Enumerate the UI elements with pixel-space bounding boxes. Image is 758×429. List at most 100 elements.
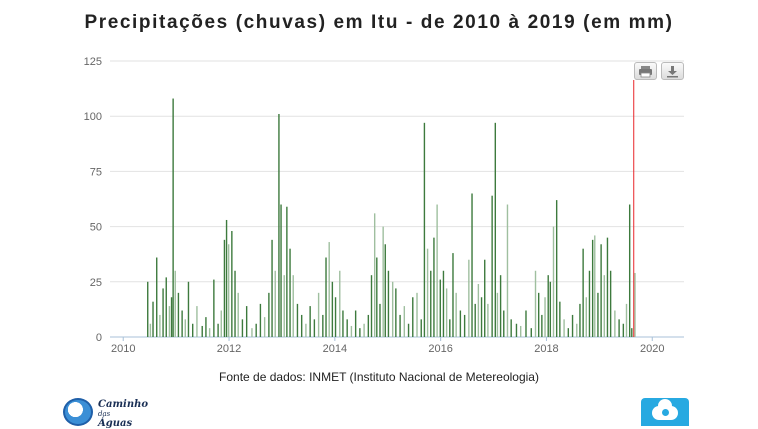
logo-text: Caminho das Águas: [98, 400, 148, 429]
precipitation-bar: [494, 122, 497, 337]
y-tick-label: 75: [90, 166, 102, 178]
precipitation-bar: [251, 328, 253, 337]
precipitation-bar: [382, 226, 384, 337]
precipitation-bar: [184, 319, 186, 337]
precipitation-bar: [286, 206, 288, 337]
precipitation-bar: [172, 98, 174, 337]
precipitation-bar: [487, 303, 489, 337]
precipitation-bar: [334, 297, 337, 337]
precipitation-bar: [474, 303, 476, 337]
cloud-logo: [641, 398, 689, 426]
y-tick-label: 125: [84, 56, 102, 68]
precipitation-bar: [477, 284, 480, 337]
print-button[interactable]: [634, 62, 657, 80]
chart-plot: 0 25 50 75 100 125 2010 2012 2014 2016 2018 2020: [84, 56, 684, 355]
precipitation-bar: [283, 275, 285, 337]
print-icon: [639, 66, 652, 78]
logo-line-2: das: [98, 410, 111, 418]
precipitation-bar: [571, 314, 574, 337]
precipitation-bar: [449, 319, 451, 337]
precipitation-bar: [534, 270, 537, 337]
precipitation-bar: [376, 257, 378, 337]
precipitation-bar: [588, 270, 591, 337]
precipitation-bar: [168, 306, 171, 337]
precipitation-bar: [510, 319, 512, 337]
precipitation-bar: [403, 306, 406, 337]
precipitation-bar: [192, 323, 194, 337]
precipitation-bar: [541, 314, 543, 337]
x-tick-label: 2010: [111, 343, 135, 355]
precipitation-bar: [445, 288, 448, 337]
precipitation-bar: [499, 275, 502, 337]
precipitation-bar: [245, 306, 248, 337]
precipitation-bar: [563, 319, 565, 337]
precipitation-bar: [576, 323, 578, 337]
precipitation-bar: [259, 303, 262, 337]
precipitation-bar: [480, 297, 483, 337]
precipitation-bar: [196, 306, 198, 337]
precipitation-bar: [600, 244, 602, 337]
precipitation-bar: [537, 292, 540, 337]
precipitation-bar: [567, 328, 570, 337]
data-source-note: Fonte de dados: INMET (Instituto Naciona…: [219, 370, 539, 384]
precipitation-bar: [614, 310, 616, 337]
precipitation-bar: [515, 323, 518, 337]
y-tick-label: 50: [90, 222, 102, 234]
precipitation-bar: [268, 292, 270, 337]
precipitation-bar: [174, 270, 176, 337]
precipitation-bar: [609, 270, 612, 337]
precipitation-bar: [181, 310, 183, 337]
precipitation-bar: [544, 297, 546, 337]
precipitation-bar: [328, 242, 330, 337]
precipitation-bar: [227, 244, 230, 337]
precipitation-bar: [430, 270, 432, 337]
precipitation-bar: [149, 323, 152, 337]
precipitation-bar: [552, 226, 555, 337]
x-tick-label: 2018: [534, 343, 558, 355]
precipitation-bar: [442, 270, 445, 337]
precipitation-bar: [373, 213, 376, 337]
precipitation-bar: [278, 113, 280, 337]
precipitation-bar: [309, 306, 311, 337]
precipitation-bar: [506, 204, 509, 337]
precipitation-bar: [205, 317, 207, 337]
precipitation-bar: [354, 310, 357, 337]
precipitation-bar: [223, 239, 226, 337]
precipitation-bar: [231, 231, 233, 337]
precipitation-bar: [271, 239, 273, 337]
precipitation-bar: [237, 292, 239, 337]
precipitation-bar: [159, 314, 161, 337]
precipitation-bar: [263, 317, 266, 337]
precipitation-bar: [463, 314, 466, 337]
precipitation-bar: [370, 275, 373, 337]
download-button[interactable]: [661, 62, 684, 80]
precipitation-bar: [579, 303, 581, 337]
precipitation-bar: [625, 303, 628, 337]
precipitation-bar: [455, 292, 457, 337]
precipitation-bar: [618, 319, 620, 337]
precipitation-bar: [606, 237, 609, 337]
precipitation-bar: [339, 270, 341, 337]
precipitation-bar: [549, 281, 552, 337]
x-tick-label: 2014: [323, 343, 347, 355]
precipitation-bar: [300, 314, 303, 337]
precipitation-bar: [379, 303, 381, 337]
precipitation-bar: [423, 122, 426, 337]
precipitation-bar: [367, 314, 370, 337]
precipitation-bar: [313, 319, 316, 337]
precipitation-bar: [559, 301, 561, 337]
precipitation-bar: [582, 248, 584, 337]
precipitation-bar: [342, 310, 344, 337]
precipitation-bar: [555, 200, 558, 337]
download-icon: [667, 66, 678, 78]
precipitation-bar: [177, 292, 180, 337]
precipitation-bar: [255, 323, 257, 337]
precipitation-bar: [384, 244, 386, 337]
precipitation-bar: [395, 288, 397, 337]
precipitation-bar: [241, 319, 244, 337]
y-tick-label: 25: [90, 277, 102, 289]
precipitation-bar: [452, 253, 454, 337]
precipitation-bar: [387, 270, 390, 337]
precipitation-bar: [208, 328, 211, 337]
precipitation-bar: [503, 310, 505, 337]
